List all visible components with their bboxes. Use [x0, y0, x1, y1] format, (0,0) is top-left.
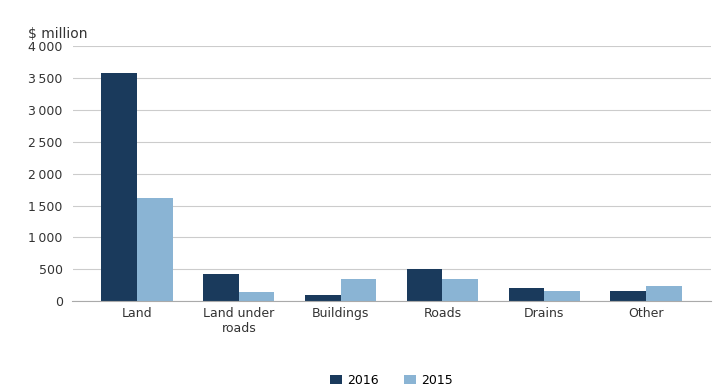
- Bar: [203, 274, 239, 301]
- Bar: [305, 295, 341, 301]
- Bar: [508, 288, 544, 301]
- Bar: [646, 286, 682, 301]
- Bar: [610, 291, 646, 301]
- Bar: [442, 279, 478, 301]
- Text: $ million: $ million: [28, 27, 87, 41]
- Bar: [137, 198, 173, 301]
- Bar: [341, 279, 376, 301]
- Bar: [544, 291, 580, 301]
- Bar: [102, 73, 137, 301]
- Bar: [239, 291, 275, 301]
- Bar: [407, 269, 442, 301]
- Legend: 2016, 2015: 2016, 2015: [325, 369, 458, 386]
